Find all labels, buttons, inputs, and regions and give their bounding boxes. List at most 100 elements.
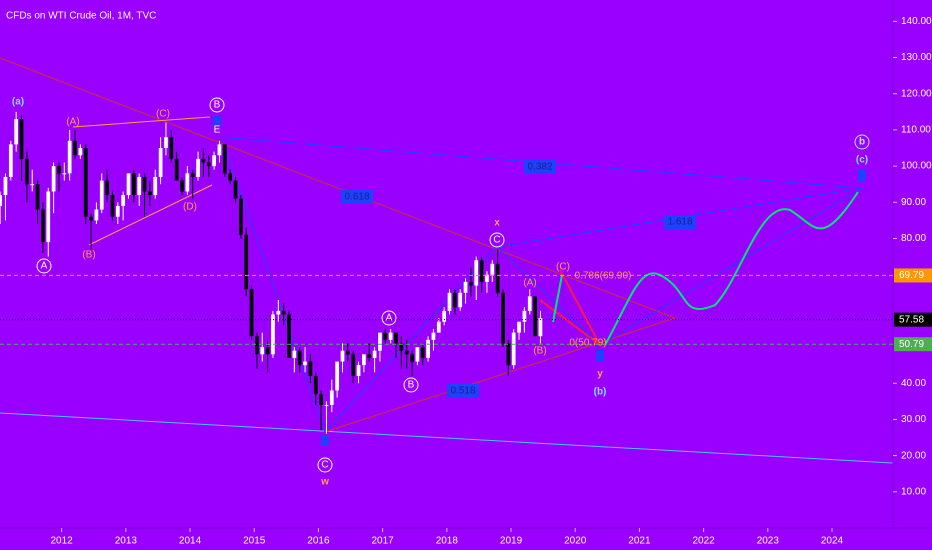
candle-body [362,354,366,366]
candle-body [30,184,35,186]
annotation: (B) [533,346,546,357]
annotation-box [447,384,479,398]
y-tick-label: 90.00 [901,197,926,208]
trend-line [324,317,676,433]
candle-body [335,361,340,391]
x-tick-label: 2021 [628,536,651,547]
candle-body [190,173,195,177]
marker [596,350,604,362]
candle-body [94,209,99,221]
y-tick-label: 140.00 [901,16,932,27]
trend-line [88,184,213,246]
candle-body [447,292,452,311]
candle-body [121,195,126,206]
candle-body [24,158,29,185]
candle-body [469,281,473,286]
annotation: 0.382 [527,162,552,173]
candle-body [479,260,484,282]
candle-body [105,180,109,196]
candle-body [174,158,179,181]
candle-body [313,376,318,395]
candle-body [351,354,356,377]
x-tick-label: 2022 [692,536,715,547]
annotation-circle [854,134,870,150]
trend-line [324,246,498,433]
candle-body [131,173,136,196]
candle-body [287,314,291,358]
candle-body [420,347,425,358]
candle-body [3,176,8,196]
x-tick-label: 2015 [243,536,266,547]
annotation-box [341,190,373,204]
candle-body [217,144,222,156]
x-tick-label: 2016 [307,536,330,547]
candle-body [399,343,404,351]
candle-body [538,318,543,337]
candle-body [99,180,104,210]
arrow [539,269,601,346]
candle-body [126,173,131,196]
candle-body [372,350,377,358]
candle-body [458,292,463,308]
candle-body [356,365,361,377]
candle-body [324,404,329,406]
candle-body [57,166,61,174]
marker [213,115,221,125]
candle-body [51,166,56,192]
annotation: B [408,380,415,391]
annotation-circle [403,377,419,393]
candle-body [228,173,233,181]
annotation: 0(50.79) [569,338,606,349]
candle-body [517,321,521,333]
candle-body [265,347,270,355]
candle-body [19,119,24,159]
x-tick-label: 2024 [821,536,844,547]
annotation: 0.786(69.90) [575,271,632,282]
candle-body [345,350,350,355]
candle-body [89,216,93,221]
candle-body [41,209,45,243]
annotation: (B) [82,250,95,261]
candle-body [319,394,323,405]
candle-body [276,310,281,315]
annotation: B [214,100,221,111]
candle-body [474,260,479,286]
x-tick-label: 2023 [757,536,780,547]
annotation: (b) [594,387,607,398]
candle-body [506,343,511,366]
candle-body [244,234,249,290]
annotation: (c) [856,155,868,166]
candle-body [271,314,275,355]
marker [858,169,866,181]
annotation: A [386,313,393,324]
candle-body [436,321,441,333]
annotation: A [41,261,48,272]
price-label-box [894,337,932,352]
annotation-box [664,215,696,229]
annotation-circle [317,457,333,473]
trend-line [599,187,863,346]
candle-body [0,195,2,206]
candle-body [340,350,345,362]
candle-body [164,137,168,149]
annotation-circle [381,310,397,326]
price-label: 57.58 [899,314,924,325]
x-tick-label: 2012 [51,536,74,547]
candle-body [222,144,227,174]
x-tick-label: 2014 [179,536,202,547]
x-tick-label: 2017 [371,536,394,547]
candle-body [410,354,414,362]
candle-body [180,180,184,192]
y-tick-label: 10.00 [901,486,926,497]
candle-body [233,180,238,199]
candle-body [511,332,516,366]
candle-body [78,148,83,156]
candle-body [394,332,398,344]
annotation: 0.518 [450,386,475,397]
candle-body [533,296,537,337]
candle-body [14,119,19,145]
annotation: (C) [156,109,170,120]
candle-body [8,144,13,177]
x-tick-label: 2018 [436,536,459,547]
candle-body [442,310,447,322]
